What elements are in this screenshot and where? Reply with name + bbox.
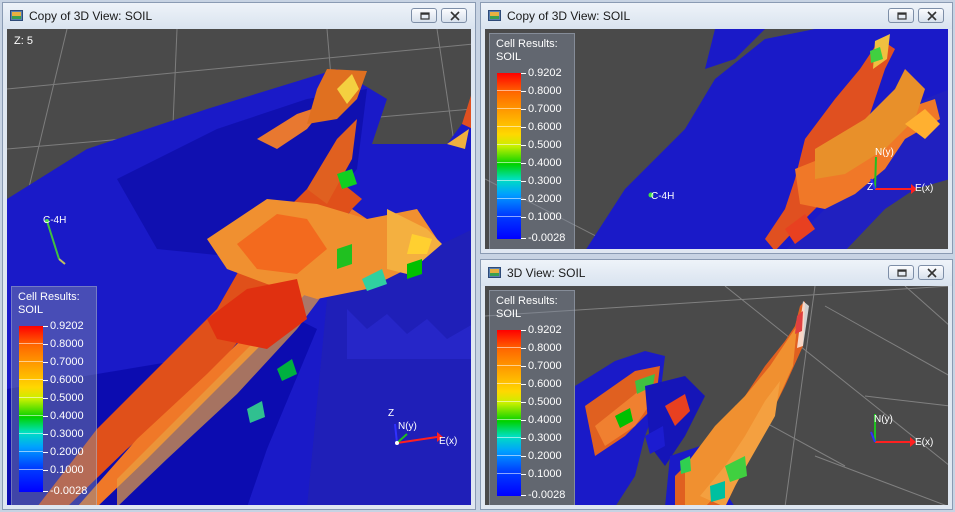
legend-tick: 0.8000 bbox=[528, 85, 562, 97]
axis-label-e: E(x) bbox=[915, 437, 934, 448]
z-scale-label: Z: 5 bbox=[14, 35, 33, 47]
legend-tick: 0.9202 bbox=[528, 324, 562, 336]
close-icon bbox=[927, 268, 937, 278]
well-label[interactable]: C-4H bbox=[651, 191, 675, 202]
legend-tick: 0.5000 bbox=[528, 139, 562, 151]
3d-view-icon bbox=[488, 10, 501, 21]
legend-title: Cell Results: SOIL bbox=[496, 38, 558, 63]
restore-button[interactable] bbox=[888, 8, 914, 23]
restore-icon bbox=[897, 269, 907, 277]
well-label[interactable]: C-4H bbox=[43, 215, 67, 226]
legend-tick: 0.8000 bbox=[528, 342, 562, 354]
legend-tick: 0.9202 bbox=[50, 320, 84, 332]
legend-tick: 0.6000 bbox=[528, 378, 562, 390]
axis-label-e: E(x) bbox=[439, 436, 458, 447]
window-titlebar[interactable]: Copy of 3D View: SOIL bbox=[481, 3, 952, 29]
axis-label-e: E(x) bbox=[915, 183, 934, 194]
legend-tick: 0.7000 bbox=[528, 103, 562, 115]
close-button[interactable] bbox=[918, 8, 944, 23]
color-bar bbox=[497, 330, 521, 496]
legend-tick: 0.2000 bbox=[528, 193, 562, 205]
legend-tick: 0.8000 bbox=[50, 338, 84, 350]
reservoir-3d-scene[interactable] bbox=[485, 286, 948, 505]
legend-tick: 0.7000 bbox=[528, 360, 562, 372]
window-titlebar[interactable]: 3D View: SOIL bbox=[481, 260, 952, 286]
legend-tick: 0.2000 bbox=[528, 450, 562, 462]
3d-viewport[interactable]: N(y) E(x) Cell Results: SOIL 0.9202 0.80… bbox=[485, 286, 948, 505]
legend-tick: -0.0028 bbox=[50, 485, 88, 497]
color-legend: Cell Results: SOIL 0.9202 0.8000 0.7000 … bbox=[489, 290, 575, 505]
window-title: 3D View: SOIL bbox=[507, 266, 586, 280]
restore-icon bbox=[420, 12, 430, 20]
legend-tick: 0.6000 bbox=[50, 374, 84, 386]
legend-tick: 0.3000 bbox=[528, 432, 562, 444]
color-bar bbox=[497, 73, 521, 239]
legend-tick: 0.9202 bbox=[528, 67, 562, 79]
axis-label-n: N(y) bbox=[875, 147, 894, 158]
restore-button[interactable] bbox=[411, 8, 437, 23]
color-legend: Cell Results: SOIL 0.9202 0.8000 0.7000 … bbox=[489, 33, 575, 249]
close-button[interactable] bbox=[441, 8, 467, 23]
legend-tick: 0.4000 bbox=[528, 157, 562, 169]
3d-view-icon bbox=[488, 267, 501, 278]
legend-tick: 0.1000 bbox=[528, 211, 562, 223]
legend-title: Cell Results: SOIL bbox=[496, 295, 558, 320]
restore-button[interactable] bbox=[888, 265, 914, 280]
legend-tick: 0.2000 bbox=[50, 446, 84, 458]
reservoir-3d-scene[interactable] bbox=[7, 29, 471, 505]
legend-tick: -0.0028 bbox=[528, 232, 566, 244]
legend-title: Cell Results: SOIL bbox=[18, 291, 80, 316]
window-titlebar[interactable]: Copy of 3D View: SOIL bbox=[3, 3, 475, 29]
legend-tick: 0.5000 bbox=[528, 396, 562, 408]
close-button[interactable] bbox=[918, 265, 944, 280]
axis-label-n: N(y) bbox=[874, 414, 893, 425]
legend-tick: 0.6000 bbox=[528, 121, 562, 133]
color-legend: Cell Results: SOIL 0.9202 0.8000 0.7000 … bbox=[11, 286, 97, 505]
close-icon bbox=[927, 11, 937, 21]
3d-viewport[interactable]: Z: 5 C-4H Z N(y) E(x) Cell Results: SOIL… bbox=[7, 29, 471, 505]
window-title: Copy of 3D View: SOIL bbox=[507, 9, 631, 23]
legend-tick: 0.3000 bbox=[50, 428, 84, 440]
3d-viewport[interactable]: C-4H Z N(y) E(x) Cell Results: SOIL 0.92… bbox=[485, 29, 948, 249]
legend-tick: 0.4000 bbox=[528, 414, 562, 426]
legend-tick: -0.0028 bbox=[528, 489, 566, 501]
restore-icon bbox=[897, 12, 907, 20]
close-icon bbox=[450, 11, 460, 21]
view-window-copy-1[interactable]: Copy of 3D View: SOIL bbox=[2, 2, 476, 510]
legend-tick: 0.5000 bbox=[50, 392, 84, 404]
legend-tick: 0.3000 bbox=[528, 175, 562, 187]
view-window-copy-2[interactable]: Copy of 3D View: SOIL bbox=[480, 2, 953, 254]
color-bar bbox=[19, 326, 43, 492]
3d-view-icon bbox=[10, 10, 23, 21]
legend-tick: 0.1000 bbox=[528, 468, 562, 480]
legend-tick: 0.4000 bbox=[50, 410, 84, 422]
reservoir-3d-scene[interactable] bbox=[485, 29, 948, 249]
legend-tick: 0.1000 bbox=[50, 464, 84, 476]
legend-tick: 0.7000 bbox=[50, 356, 84, 368]
axis-label-z: Z bbox=[388, 408, 395, 419]
window-title: Copy of 3D View: SOIL bbox=[29, 9, 153, 23]
axis-label-n: N(y) bbox=[398, 421, 417, 432]
axis-label-z: Z bbox=[867, 182, 874, 193]
view-window-main[interactable]: 3D View: SOIL bbox=[480, 259, 953, 510]
